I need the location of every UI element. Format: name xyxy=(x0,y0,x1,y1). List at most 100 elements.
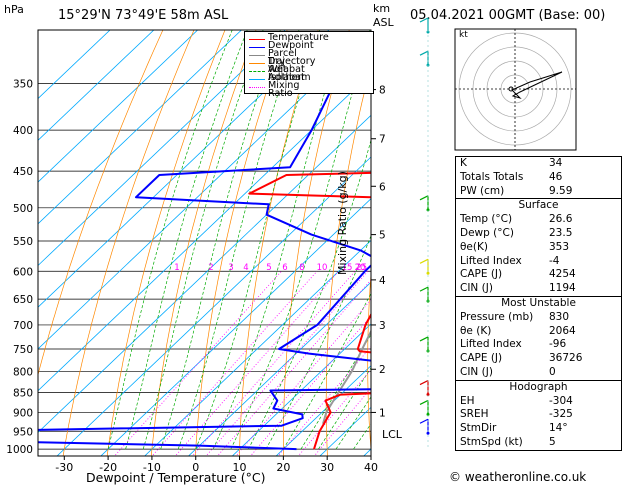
wet-adiabat xyxy=(195,30,321,450)
isotherm-line xyxy=(100,198,371,456)
legend-swatch xyxy=(249,47,265,48)
isotherm-line xyxy=(38,30,155,141)
indices-table: K 34 Totals Totals 46 PW (cm) 9.59 Surface … xyxy=(455,156,622,451)
wind-barb-flag xyxy=(419,258,429,264)
mu-li-row: Lifted Index -96 xyxy=(460,338,567,351)
y-tick-label: 650 xyxy=(13,294,33,306)
mixing-ratio-value-label: 20 xyxy=(355,263,366,273)
y-tick-label: 700 xyxy=(13,320,33,332)
height-unit-km: km xyxy=(373,2,391,15)
hodograph-kt-label: kt xyxy=(459,30,468,40)
isotherm-line xyxy=(38,30,243,225)
dry-adiabat xyxy=(283,30,350,456)
plot-frame xyxy=(37,29,372,457)
x-tick-label: 10 xyxy=(233,461,247,474)
isotherm-line xyxy=(56,156,371,456)
isotherm-line xyxy=(231,323,371,456)
wet-adiabat xyxy=(335,396,371,450)
mu-cin-row: CIN (J) 0 xyxy=(460,365,556,378)
parcel-trajectory-line xyxy=(322,329,371,425)
mixing-ratio-line xyxy=(113,271,282,456)
y-tick-label: 750 xyxy=(13,344,33,356)
mu-thetae-row: θe (K) 2064 xyxy=(460,324,576,337)
lcl-label: LCL xyxy=(382,428,402,441)
x-tick-label: -10 xyxy=(143,461,161,474)
mixing-ratio-value-label: 2 xyxy=(208,263,213,273)
mixing-ratio-value-label: 3 xyxy=(228,263,233,273)
hodo-sreh-row: SREH -325 xyxy=(460,408,573,421)
index-row-tt: Totals Totals 46 xyxy=(460,170,563,183)
isotherm-line xyxy=(275,365,371,456)
wet-adiabat xyxy=(177,30,300,450)
y-tick-label: 800 xyxy=(13,366,33,378)
y-tick-label: 450 xyxy=(13,166,33,178)
y-tick-label: 600 xyxy=(13,266,33,278)
mixing-ratio-value-label: 4 xyxy=(243,263,248,273)
km-tick-label: 2 xyxy=(379,364,386,376)
legend-label: Isotherm xyxy=(268,72,311,83)
wind-barb-flag xyxy=(419,195,429,201)
legend-swatch xyxy=(249,39,265,40)
dry-adiabat xyxy=(62,30,195,456)
mixing-ratio-line xyxy=(277,346,371,456)
mixing-ratio-value-label: 25 xyxy=(356,263,367,273)
wet-adiabat xyxy=(107,30,233,450)
dry-adiabat xyxy=(239,30,319,456)
y-tick-label: 900 xyxy=(13,407,33,419)
wet-adiabat xyxy=(212,30,344,450)
dry-adiabat xyxy=(106,30,226,456)
y-tick-label: 850 xyxy=(13,388,33,400)
legend-label: Dry Adiabat xyxy=(268,56,305,75)
mixing-ratio-line xyxy=(216,279,371,456)
x-tick-label: 20 xyxy=(276,461,290,474)
km-tick-label: 1 xyxy=(379,407,386,419)
hodo-stmspd-row: StmSpd (kt) 5 xyxy=(460,435,556,448)
pressure-unit-label: hPa xyxy=(4,3,24,16)
hodograph-header: Hodograph xyxy=(456,379,621,395)
height-unit-asl: ASL xyxy=(373,16,394,29)
location-title: 15°29'N 73°49'E 58m ASL xyxy=(58,8,229,23)
wind-barb-base xyxy=(426,431,430,435)
dry-adiabat xyxy=(367,269,371,454)
legend-label: Mixing Ratio xyxy=(268,80,300,99)
legend-swatch xyxy=(249,87,265,88)
wet-adiabat xyxy=(318,367,371,450)
surface-header: Surface xyxy=(456,198,621,213)
dry-adiabat xyxy=(150,30,257,456)
mu-pressure-row: Pressure (mb) 830 xyxy=(460,310,570,323)
x-axis-label: Dewpoint / Temperature (°C) xyxy=(86,470,266,485)
isotherm-line xyxy=(144,239,371,456)
y-tick-label: 350 xyxy=(13,79,33,91)
wind-barb-flag xyxy=(419,50,429,56)
legend-label: Dewpoint xyxy=(268,40,314,51)
mixing-ratio-line xyxy=(313,387,371,456)
wind-barb-flag xyxy=(419,286,429,292)
legend-swatch xyxy=(249,79,265,80)
mixing-ratio-value-label: 10 xyxy=(317,263,328,273)
dry-adiabat xyxy=(194,30,288,456)
wind-barb-flag xyxy=(419,399,429,405)
wind-barb-flag xyxy=(419,336,429,342)
mixing-ratio-value-label: 15 xyxy=(342,263,353,273)
mixing-ratio-line xyxy=(191,271,356,456)
wind-barb-base xyxy=(426,393,430,397)
isotherm-line xyxy=(38,30,199,183)
most-unstable-header: Most Unstable xyxy=(456,295,621,311)
km-tick-label: 4 xyxy=(379,275,386,287)
temperature-line xyxy=(248,171,371,450)
isotherm-line xyxy=(38,114,371,433)
isotherm-line xyxy=(38,30,111,100)
wet-adiabat xyxy=(247,138,371,450)
mixing-ratio-line xyxy=(249,315,371,456)
dry-adiabat xyxy=(408,0,458,466)
wind-barb-base xyxy=(426,412,430,416)
wind-barb-base xyxy=(426,271,430,275)
y-tick-label: 550 xyxy=(13,236,33,248)
wind-barb-flag xyxy=(419,379,429,386)
surface-thetae-row: θe(K) 353 xyxy=(460,240,570,253)
credit-text: © weatheronline.co.uk xyxy=(449,470,587,484)
surface-cape-row: CAPE (J) 4254 xyxy=(460,268,576,281)
dewpoint-line xyxy=(38,36,371,451)
km-tick-label: 7 xyxy=(379,134,386,146)
surface-cin-row: CIN (J) 1194 xyxy=(460,282,576,295)
